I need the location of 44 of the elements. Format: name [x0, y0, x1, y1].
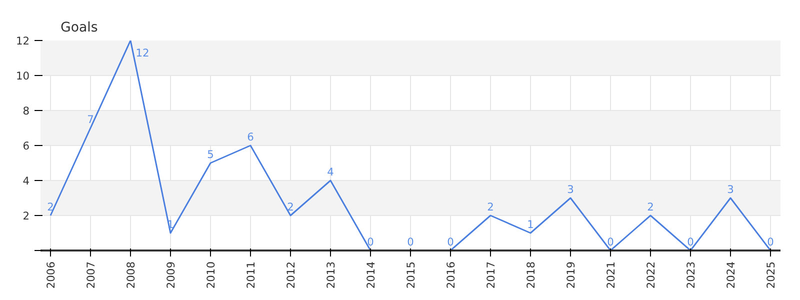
x-tick-label: 2017: [484, 261, 498, 289]
y-tick-label: 4: [22, 174, 30, 188]
data-label: 2: [47, 200, 54, 214]
x-tick-label: 2019: [564, 261, 578, 289]
data-label: 4: [327, 166, 334, 178]
data-label: 0: [367, 236, 374, 248]
data-label: 3: [727, 183, 734, 196]
data-label: 0: [407, 236, 414, 248]
x-tick-label: 2021: [604, 261, 618, 289]
x-tick-label: 2022: [644, 261, 658, 289]
data-label: 6: [247, 130, 254, 144]
data-label: 2: [487, 200, 494, 214]
x-tick-label: 2018: [524, 261, 538, 289]
data-label: 2: [647, 200, 654, 214]
data-label: 2: [287, 200, 294, 214]
data-label: 0: [687, 236, 694, 248]
x-tick-label: 2025: [764, 261, 778, 289]
y-tick-label: 12: [16, 34, 30, 48]
y-axis-title: Goals: [60, 20, 98, 36]
y-tick-label: 8: [22, 104, 30, 118]
x-tick-label: 2009: [164, 261, 178, 289]
data-label: 0: [607, 236, 614, 248]
x-tick-label: 2015: [404, 261, 418, 289]
data-label: 1: [527, 218, 534, 231]
data-label: 12: [136, 46, 150, 60]
x-tick-label: 2016: [444, 261, 458, 289]
x-tick-label: 2024: [724, 261, 738, 289]
x-tick-label: 2013: [324, 261, 338, 289]
y-tick-label: 6: [22, 140, 30, 152]
x-tick-label: 2008: [124, 261, 138, 289]
data-label: 0: [767, 236, 774, 248]
x-tick-label: 2014: [364, 261, 378, 289]
x-tick-label: 2010: [204, 261, 218, 289]
data-label: 7: [87, 113, 94, 126]
x-tick-label: 2006: [44, 261, 58, 289]
x-tick-label: 2007: [84, 261, 98, 289]
x-tick-label: 2012: [284, 261, 298, 289]
data-label: 0: [447, 236, 454, 248]
y-tick-label: 2: [22, 210, 30, 222]
y-tick-label: 10: [16, 70, 30, 82]
x-tick-label: 2011: [244, 261, 258, 289]
data-label: 5: [207, 148, 214, 161]
data-label: 3: [567, 183, 574, 196]
x-tick-label: 2023: [684, 261, 698, 289]
